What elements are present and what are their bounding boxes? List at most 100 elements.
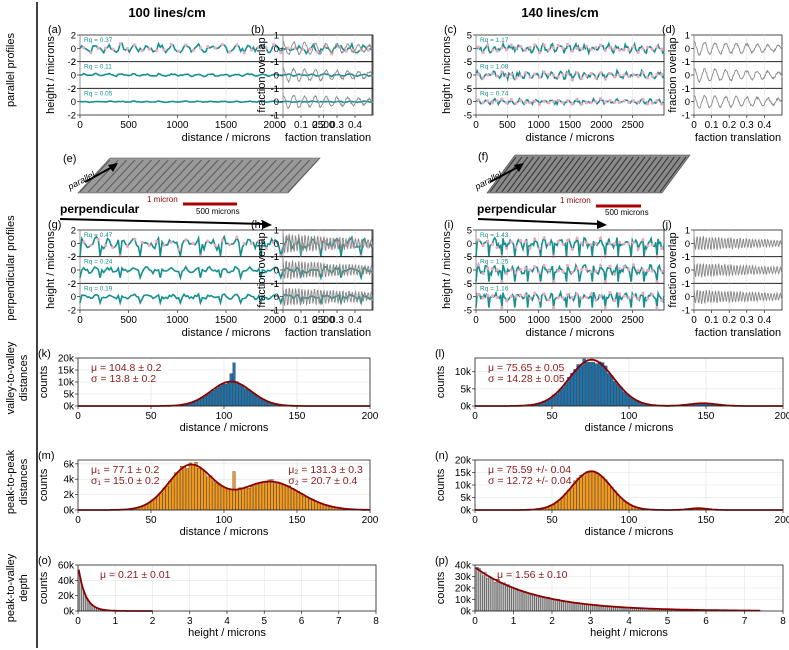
chart-h-ytick-label: -1	[271, 306, 279, 317]
chart-i-highlight-point	[594, 298, 598, 302]
chart-i-highlight-point	[570, 270, 574, 274]
chart-i-highlight-point	[509, 268, 513, 272]
ridges-f-ridge	[606, 156, 634, 193]
chart-p-bar	[546, 597, 549, 612]
chart-i-rq-label: Rq = 1.16	[480, 285, 509, 292]
chart-c-highlight-point	[519, 74, 523, 78]
chart-c-highlight-point	[542, 70, 546, 74]
chart-a-highlight-point	[82, 46, 86, 50]
chart-c-highlight-point	[533, 72, 537, 76]
chart-j-ylabel: fraction overlap	[667, 232, 679, 307]
chart-i-highlight-point	[584, 267, 589, 271]
chart-i-highlight-point	[589, 292, 593, 296]
chart-i-highlight-point	[598, 264, 603, 268]
chart-o-xtick-label: 2	[150, 616, 156, 627]
chart-c-highlight-point	[636, 100, 640, 104]
chart-i-highlight-point	[655, 280, 659, 284]
chart-c-highlight-point	[627, 47, 631, 52]
chart-k-xtick-label: 50	[145, 411, 157, 422]
chart-g-highlight-point	[176, 247, 181, 251]
chart-c-highlight-point	[486, 99, 490, 103]
chart-c-ytick-label: -5	[464, 57, 472, 68]
chart-c: (c)-505 Rq = 1.17-505 Rq = 1.08-505 Rq = 0.…	[441, 24, 665, 144]
schematic-e: (e) parallel 1 micron 500 microns perpen…	[59, 153, 321, 229]
chart-c-highlight-point	[589, 48, 593, 52]
chart-d-ylabel: fraction overlap	[667, 37, 679, 112]
chart-m-bar	[288, 485, 292, 511]
chart-g-label: (g)	[48, 219, 61, 231]
chart-p-bar	[484, 571, 487, 612]
chart-p-bar	[505, 585, 508, 612]
chart-c-highlight-point	[584, 44, 589, 48]
chart-c-highlight-point	[589, 101, 593, 105]
chart-m-bar	[220, 486, 224, 511]
chart-p-bar	[571, 602, 574, 612]
chart-a-highlight-point	[176, 49, 181, 53]
chart-m-bar	[296, 491, 300, 511]
chart-a-xtick-label: 500	[120, 120, 137, 131]
chart-g-xtick-label: 2500	[312, 315, 335, 326]
chart-m-bar	[258, 482, 262, 511]
chart-j-ytick-label: 0	[685, 239, 690, 250]
chart-m-bar	[215, 482, 219, 511]
chart-b-xlabel: faction translation	[285, 132, 371, 144]
chart-i-ytick-label: -5	[464, 306, 472, 317]
chart-c-highlight-point	[537, 75, 542, 80]
chart-i-highlight-point	[603, 305, 607, 310]
chart-p-bar	[567, 601, 570, 612]
chart-i-highlight-point	[556, 296, 560, 300]
chart-p-bar	[517, 590, 520, 612]
chart-m-stat: σ₁ = 15.0 ± 0.2	[91, 475, 160, 487]
chart-d-series-line	[693, 41, 783, 57]
chart-k-bar	[220, 383, 224, 407]
chart-d-ytick-label: 0	[685, 97, 690, 108]
chart-j-label: (j)	[662, 219, 672, 231]
chart-i-highlight-point	[537, 298, 542, 303]
chart-i-highlight-point	[636, 247, 640, 251]
chart-j-ytick-label: 0	[685, 292, 690, 303]
chart-i-highlight-point	[533, 291, 537, 295]
chart-l-bar	[619, 387, 623, 407]
chart-c-rq-label: Rq = 0.74	[480, 90, 509, 97]
chart-n-bar	[594, 472, 599, 511]
chart-i-highlight-point	[613, 272, 617, 276]
ridges-f-ridge	[571, 156, 599, 193]
ridges-f-ridge	[583, 156, 611, 193]
chart-i-highlight-point	[575, 266, 579, 270]
chart-d-xtick-label: 0.3	[740, 120, 754, 131]
chart-p-bar	[526, 593, 529, 612]
chart-c-highlight-point	[551, 46, 556, 50]
ridges-f-ridge	[559, 156, 587, 193]
chart-c-highlight-point	[542, 43, 546, 47]
chart-c-highlight-point	[613, 47, 617, 51]
chart-m-bar	[188, 462, 192, 511]
chart-a-highlight-point	[140, 49, 144, 53]
chart-a-ytick-label: 2	[71, 57, 76, 68]
chart-k-xtick-label: 100	[216, 411, 233, 422]
chart-b-xtick-label: 0.1	[294, 120, 308, 131]
chart-b-series-line	[282, 40, 374, 56]
chart-m-bar	[200, 468, 204, 511]
ridges-e-ridge	[287, 159, 319, 193]
chart-i-highlight-point	[660, 298, 664, 303]
chart-m-bar	[235, 490, 239, 511]
chart-l-bar	[594, 363, 599, 407]
ridges-f-ridge	[653, 156, 681, 193]
ridges-f-ridge	[600, 156, 628, 193]
chart-i-xtick-label: 2500	[622, 315, 645, 326]
chart-o-xtick-label: 1	[112, 616, 118, 627]
chart-c-highlight-point	[528, 100, 532, 105]
chart-i-highlight-point	[514, 271, 518, 275]
schematic-e-ridges	[79, 159, 319, 193]
chart-m-ytick-label: 6k	[63, 459, 75, 470]
chart-o-xlabel: height / microns	[188, 627, 266, 639]
chart-i-highlight-point	[650, 269, 654, 273]
chart-g-ytick-label: 0	[71, 292, 76, 303]
schematic-f-parallel-arrowhead	[514, 163, 524, 172]
chart-c-highlight-point	[631, 99, 636, 103]
chart-a-highlight-point	[315, 50, 319, 54]
ridges-e-ridge	[104, 159, 136, 193]
chart-p-bar	[547, 597, 550, 612]
chart-d-label: (d)	[662, 24, 675, 36]
